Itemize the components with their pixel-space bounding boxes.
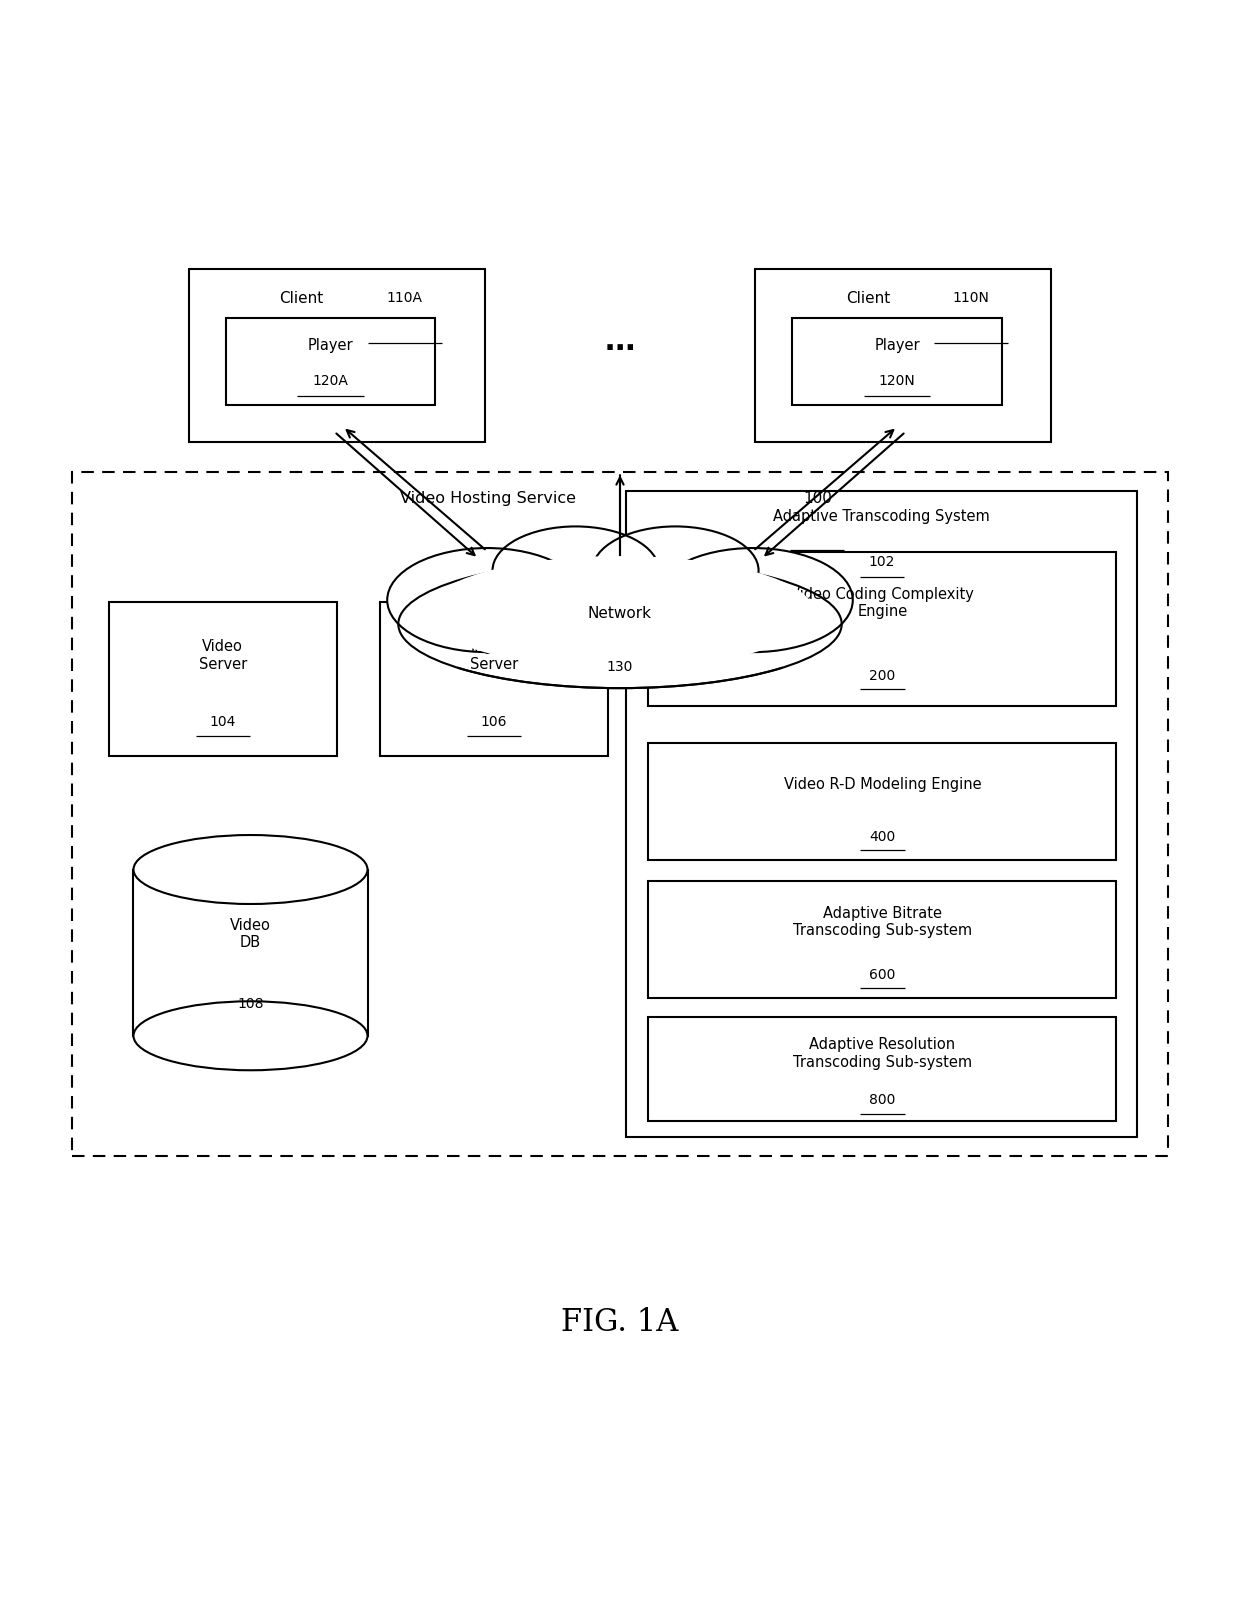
FancyBboxPatch shape bbox=[72, 472, 1168, 1156]
FancyBboxPatch shape bbox=[188, 269, 485, 441]
FancyBboxPatch shape bbox=[109, 602, 337, 756]
Text: Video R-D Modeling Engine: Video R-D Modeling Engine bbox=[784, 777, 981, 792]
Ellipse shape bbox=[492, 527, 658, 615]
Text: Adaptive Bitrate
Transcoding Sub-system: Adaptive Bitrate Transcoding Sub-system bbox=[792, 907, 972, 939]
Ellipse shape bbox=[653, 548, 853, 652]
Text: 400: 400 bbox=[869, 830, 895, 843]
Text: 108: 108 bbox=[237, 998, 264, 1012]
Ellipse shape bbox=[134, 1001, 367, 1071]
FancyBboxPatch shape bbox=[649, 553, 1116, 706]
Text: 130: 130 bbox=[606, 660, 634, 673]
FancyBboxPatch shape bbox=[649, 1017, 1116, 1121]
Text: Player: Player bbox=[874, 339, 920, 354]
Text: Video Coding Complexity
Engine: Video Coding Complexity Engine bbox=[790, 587, 975, 620]
Text: Adaptive Transcoding System: Adaptive Transcoding System bbox=[774, 509, 990, 524]
Text: 100: 100 bbox=[802, 491, 832, 506]
FancyBboxPatch shape bbox=[792, 318, 1002, 404]
Text: 120N: 120N bbox=[879, 375, 915, 388]
Text: 120A: 120A bbox=[312, 375, 348, 388]
Ellipse shape bbox=[398, 560, 842, 688]
FancyBboxPatch shape bbox=[755, 269, 1052, 441]
FancyBboxPatch shape bbox=[649, 881, 1116, 998]
Text: Adaptive Resolution
Transcoding Sub-system: Adaptive Resolution Transcoding Sub-syst… bbox=[792, 1036, 972, 1069]
Ellipse shape bbox=[593, 527, 759, 615]
Text: 800: 800 bbox=[869, 1093, 895, 1108]
Text: 110A: 110A bbox=[387, 292, 423, 305]
Text: Video
Server: Video Server bbox=[198, 639, 247, 672]
Text: Ingest
Server: Ingest Server bbox=[470, 639, 518, 672]
Text: 102: 102 bbox=[868, 555, 895, 569]
Text: Network: Network bbox=[588, 607, 652, 621]
Ellipse shape bbox=[427, 556, 813, 668]
Text: Player: Player bbox=[308, 339, 353, 354]
Text: 104: 104 bbox=[210, 715, 236, 728]
Text: Video
DB: Video DB bbox=[231, 918, 270, 950]
Text: Video Hosting Service: Video Hosting Service bbox=[401, 491, 577, 506]
FancyBboxPatch shape bbox=[649, 743, 1116, 860]
Ellipse shape bbox=[387, 548, 587, 652]
Text: Client: Client bbox=[846, 292, 890, 307]
Text: 106: 106 bbox=[481, 715, 507, 728]
FancyBboxPatch shape bbox=[379, 602, 608, 756]
Ellipse shape bbox=[134, 835, 367, 903]
Text: Client: Client bbox=[279, 292, 324, 307]
Text: 600: 600 bbox=[869, 968, 895, 981]
FancyBboxPatch shape bbox=[626, 491, 1137, 1137]
Text: FIG. 1A: FIG. 1A bbox=[562, 1307, 678, 1338]
Text: ⋯: ⋯ bbox=[605, 334, 635, 363]
Bar bbox=[134, 869, 367, 1036]
Text: 200: 200 bbox=[869, 668, 895, 683]
Text: 110N: 110N bbox=[952, 292, 990, 305]
FancyBboxPatch shape bbox=[226, 318, 435, 404]
